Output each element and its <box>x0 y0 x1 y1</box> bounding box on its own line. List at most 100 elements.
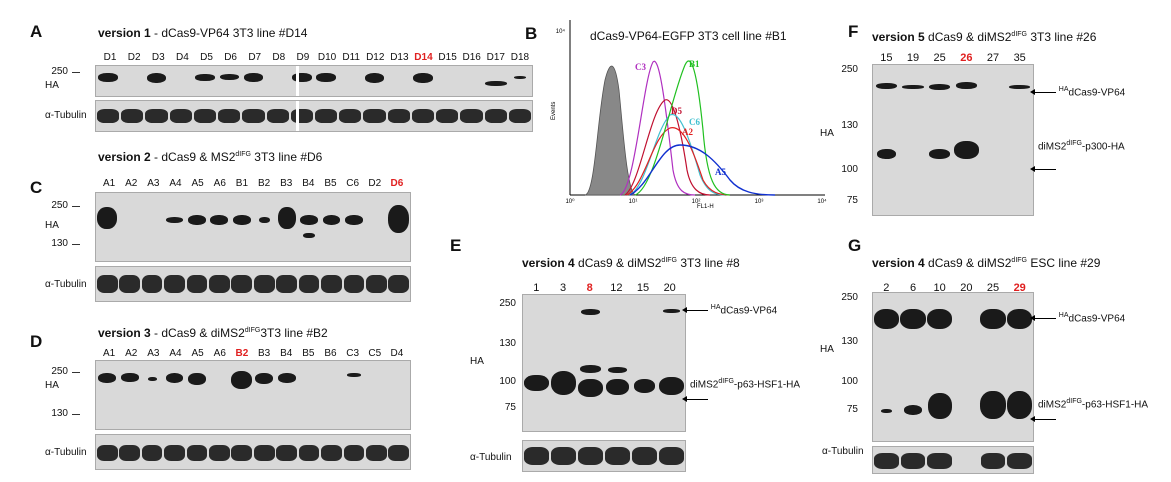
protein-band <box>277 207 296 229</box>
flow-curve-c6 <box>629 113 726 196</box>
protein-band <box>927 393 952 419</box>
tubulin-band <box>290 109 314 123</box>
protein-band <box>98 73 118 82</box>
tubulin-band <box>119 275 140 293</box>
lane-label: D17 <box>486 52 505 63</box>
protein-band <box>484 81 507 86</box>
tubulin-band <box>141 275 163 293</box>
lane-label: D6 <box>224 52 237 63</box>
tubulin-band <box>145 109 168 123</box>
protein-band <box>524 375 549 391</box>
lane-label: A4 <box>169 178 182 189</box>
panel-g-arrow-dims2 <box>1030 414 1056 425</box>
panel-g-mw-130: 130 <box>841 336 858 347</box>
tubulin-band <box>96 275 118 293</box>
protein-band <box>875 83 897 89</box>
flow-x-tick: 10² <box>692 199 701 205</box>
protein-band <box>219 74 239 80</box>
lane-label: A6 <box>213 178 226 189</box>
protein-band <box>1007 309 1033 329</box>
protein-band <box>187 373 206 385</box>
lane-label: C3 <box>346 348 360 359</box>
panel-f-dims2-label: diMS2dIFG-p300-HA <box>1038 140 1125 153</box>
protein-band <box>97 207 118 229</box>
panel-e-ha-label: HA <box>470 356 484 367</box>
lane-label: 3 <box>559 282 567 294</box>
protein-band <box>1009 85 1031 89</box>
tubulin-band <box>276 445 297 461</box>
panel-d-tick-130 <box>72 414 80 415</box>
protein-band <box>578 379 603 397</box>
panel-c-tubulin-blot <box>95 266 411 302</box>
lane-label: 8 <box>586 282 593 294</box>
panel-a-title: version 1 - dCas9-VP64 3T3 line #D14 <box>98 26 308 40</box>
protein-band <box>187 215 206 225</box>
tubulin-band <box>388 275 410 293</box>
protein-band <box>255 373 274 384</box>
protein-band <box>980 391 1006 419</box>
protein-band <box>195 74 215 81</box>
protein-band <box>292 73 312 82</box>
protein-band <box>929 84 951 90</box>
lane-label: D4 <box>390 348 404 359</box>
lane-label: 12 <box>610 282 623 294</box>
panel-c-tick-250 <box>72 206 80 207</box>
lane-label: 15 <box>880 52 893 64</box>
lane-label: A1 <box>102 348 116 359</box>
lane-label: A4 <box>169 348 182 359</box>
panel-f-lane-labels: 15 19 25 26 27 35 <box>873 52 1033 64</box>
lane-label: D13 <box>390 52 409 63</box>
panel-a-tick <box>72 72 80 73</box>
protein-band <box>608 367 627 373</box>
lane-label: A3 <box>147 348 160 359</box>
panel-e-lane-labels: 1 3 8 12 15 20 <box>523 282 683 294</box>
panel-c-lane-labels: A1 A2 A3 A4 A5 A6 B1 B2 B3 B4 B5 C6 D2 D6 <box>98 178 408 189</box>
panel-g-title: version 4 dCas9 & diMS2dIFG ESC line #29 <box>872 256 1101 270</box>
panel-d-mw-130: 130 <box>51 408 68 419</box>
flow-label-a2: A2 <box>682 127 693 137</box>
panel-e-ha-blot <box>522 294 686 432</box>
lane-label: A2 <box>125 178 138 189</box>
protein-band <box>277 373 296 383</box>
lane-label: D14 <box>414 52 433 63</box>
flow-curve-c3 <box>619 60 696 196</box>
panel-d-tubulin-label: α-Tubulin <box>45 447 87 458</box>
protein-band <box>633 379 656 393</box>
panel-e-label: E <box>450 236 462 255</box>
tubulin-band <box>632 447 657 465</box>
tubulin-band <box>266 109 289 123</box>
protein-band <box>322 215 341 225</box>
tubulin-band <box>343 445 365 461</box>
lane-label: B1 <box>235 178 249 189</box>
tubulin-band <box>366 445 387 461</box>
protein-band <box>955 82 977 89</box>
tubulin-band <box>436 109 459 123</box>
tubulin-band <box>460 109 483 123</box>
lane-label: D18 <box>510 52 530 63</box>
protein-band <box>120 373 139 382</box>
panel-d-title: version 3 - dCas9 & diMS2dIFG3T3 line #B… <box>98 326 328 340</box>
protein-band <box>881 409 892 413</box>
protein-band <box>165 373 184 383</box>
panel-g-ha-label: HA <box>820 344 834 355</box>
tubulin-band <box>1007 453 1032 469</box>
protein-band <box>243 73 264 82</box>
lane-label: 35 <box>1013 52 1026 64</box>
flow-label-b1: B1 <box>689 59 700 69</box>
panel-f-label: F <box>848 22 859 41</box>
tubulin-band <box>119 445 140 461</box>
panel-g-lane-labels: 2 6 10 20 25 29 <box>873 282 1033 294</box>
lane-label: C6 <box>346 178 360 189</box>
protein-band <box>929 149 951 159</box>
lane-label: D11 <box>342 52 360 63</box>
lane-label: B2 <box>235 348 249 359</box>
tubulin-band <box>578 447 603 465</box>
protein-band <box>316 73 336 82</box>
lane-label: A5 <box>191 348 204 359</box>
panel-g-ha-blot <box>872 292 1034 442</box>
protein-band <box>581 309 600 315</box>
panel-a-ha-label: HA <box>45 80 59 91</box>
lane-label: 15 <box>636 282 650 294</box>
panel-b-title: dCas9-VP64-EGFP 3T3 cell line #B1 <box>590 29 787 43</box>
flow-x-tick: 10³ <box>755 199 764 205</box>
